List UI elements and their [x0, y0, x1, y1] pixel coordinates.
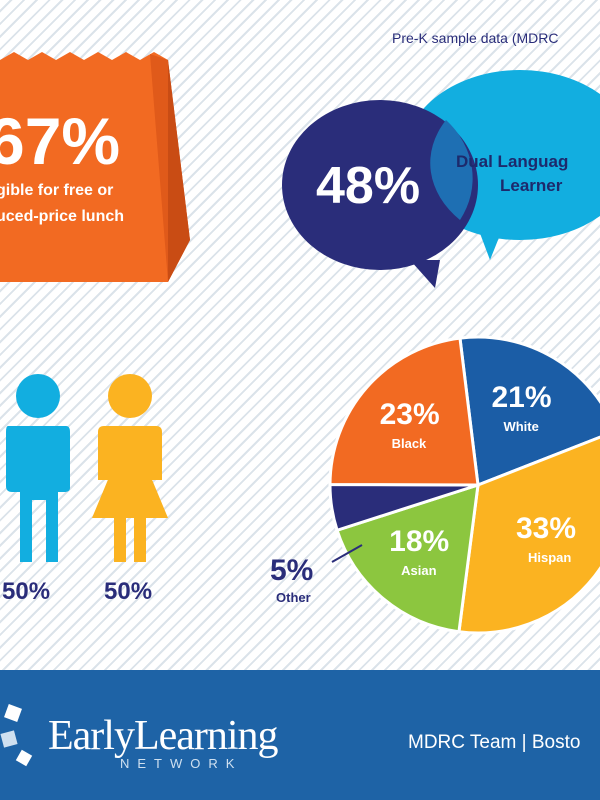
pie-value-white: 21% [491, 380, 552, 414]
dual-language-line2: Learner [500, 176, 563, 195]
dual-language-line1: Dual Languag [456, 152, 569, 171]
pie-slice-white [458, 335, 600, 488]
footer-team-text: MDRC Team | Bosto [408, 732, 581, 753]
pie-slice-black [328, 336, 480, 487]
subtitle: Pre-K sample data (MDRC [392, 30, 559, 46]
percent-bubble [282, 100, 478, 270]
female-icon [92, 374, 168, 562]
pie-value-asian: 18% [389, 525, 450, 559]
lunch-percent: 67% [0, 104, 121, 178]
pie-value-black: 23% [379, 398, 440, 432]
female-percent: 50% [104, 578, 153, 605]
pie-label-hispan: Hispan [527, 549, 572, 565]
lunch-label-line2: uced-price lunch [0, 208, 125, 225]
pie-label-white: White [503, 418, 539, 434]
other-percent: 5% [270, 554, 314, 587]
ethnicity-pie-chart [328, 335, 600, 635]
pie-label-asian: Asian [401, 563, 437, 579]
other-leader-line [331, 544, 363, 563]
logo-wordmark: EarlyLearning [48, 713, 279, 759]
dual-language-label: Dual Languag Learner [456, 150, 600, 198]
logo-subtitle: NETWORK [120, 756, 243, 771]
male-percent: 50% [2, 578, 51, 605]
male-icon [6, 374, 70, 562]
gender-figures [6, 374, 168, 562]
speech-bubbles [282, 70, 600, 288]
pie-label-black: Black [391, 436, 427, 452]
footer [0, 670, 600, 800]
lunch-label-line1: gible for free or [0, 182, 114, 199]
pie-slice-hispan [457, 435, 600, 635]
pie-slice-asian [335, 482, 480, 634]
infographic-canvas: Pre-K sample data (MDRC 67% gible for fr… [0, 0, 600, 670]
language-percent: 48% [316, 157, 421, 215]
other-label: Other [276, 590, 311, 605]
logo-mark-icon [0, 704, 33, 767]
lunch-bag-icon [0, 52, 190, 282]
pie-value-hispan: 33% [515, 511, 577, 545]
